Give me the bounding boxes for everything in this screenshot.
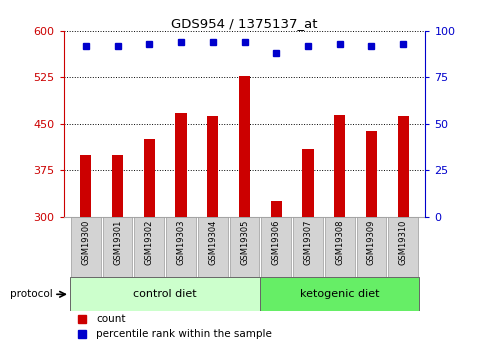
Title: GDS954 / 1375137_at: GDS954 / 1375137_at	[171, 17, 317, 30]
Bar	[175, 113, 186, 217]
Text: GSM19308: GSM19308	[335, 220, 344, 265]
FancyBboxPatch shape	[387, 217, 417, 277]
Text: GSM19310: GSM19310	[398, 220, 407, 265]
FancyBboxPatch shape	[324, 217, 354, 277]
Text: control diet: control diet	[133, 289, 197, 299]
FancyBboxPatch shape	[71, 217, 101, 277]
FancyBboxPatch shape	[260, 277, 418, 311]
Text: GSM19301: GSM19301	[113, 220, 122, 265]
FancyBboxPatch shape	[198, 217, 227, 277]
Bar	[80, 155, 91, 217]
Text: GSM19307: GSM19307	[303, 220, 312, 265]
Bar	[302, 149, 313, 217]
Text: percentile rank within the sample: percentile rank within the sample	[96, 329, 271, 339]
Bar	[397, 116, 408, 217]
Text: ketogenic diet: ketogenic diet	[299, 289, 379, 299]
Text: GSM19302: GSM19302	[144, 220, 153, 265]
FancyBboxPatch shape	[166, 217, 196, 277]
FancyBboxPatch shape	[134, 217, 164, 277]
Text: GSM19300: GSM19300	[81, 220, 90, 265]
Text: protocol: protocol	[10, 289, 52, 299]
Bar	[239, 76, 249, 217]
Text: GSM19305: GSM19305	[240, 220, 248, 265]
Text: GSM19309: GSM19309	[366, 220, 375, 265]
Bar	[112, 155, 123, 217]
FancyBboxPatch shape	[356, 217, 386, 277]
FancyBboxPatch shape	[102, 217, 132, 277]
Text: GSM19303: GSM19303	[176, 220, 185, 265]
Bar	[207, 117, 218, 217]
FancyBboxPatch shape	[229, 217, 259, 277]
Text: count: count	[96, 314, 125, 324]
Bar	[143, 139, 155, 217]
Text: GSM19306: GSM19306	[271, 220, 280, 265]
Text: GSM19304: GSM19304	[208, 220, 217, 265]
FancyBboxPatch shape	[70, 277, 260, 311]
Bar	[333, 115, 345, 217]
Bar	[365, 131, 376, 217]
Bar	[270, 201, 281, 217]
FancyBboxPatch shape	[292, 217, 322, 277]
FancyBboxPatch shape	[261, 217, 290, 277]
